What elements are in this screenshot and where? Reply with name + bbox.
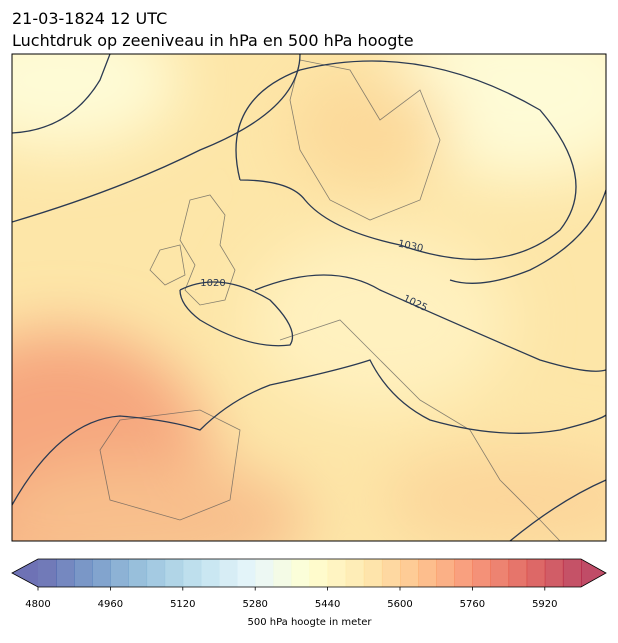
contour-label: 1030: [397, 239, 424, 255]
colorbar-bin: [255, 559, 274, 587]
colorbar-outline: [11, 558, 607, 588]
colorbar-bin: [490, 559, 510, 587]
colorbar-bin: [400, 559, 419, 587]
map: 1020 1025 1030: [12, 54, 606, 541]
colorbar-bin: [454, 559, 473, 587]
colorbar-extend-low: [12, 559, 38, 587]
colorbar-tick-label: 4960: [98, 599, 123, 610]
colorbar-bin: [508, 559, 528, 587]
colorbar-label: 500 hPa hoogte in meter: [247, 617, 372, 628]
colorbar-bin: [562, 559, 582, 587]
colorbar-bin: [544, 559, 564, 587]
colorbar-tick-label: 5440: [315, 599, 340, 610]
colorbar-tick-label: 5600: [387, 599, 412, 610]
colorbar-bin: [56, 559, 75, 587]
colorbar-bin: [291, 559, 310, 587]
colorbar-tick-label: 5760: [460, 599, 485, 610]
colorbar-bin: [273, 559, 292, 587]
colorbar-bin: [436, 559, 455, 587]
colorbar: 4800 4960 5120 5280 5440 5600 5760 5920 500 hPa …: [11, 558, 607, 628]
title: 21-03-1824 12 UTC: [12, 9, 167, 28]
colorbar-bin: [472, 559, 491, 587]
colorbar-bin: [128, 559, 148, 587]
colorbar-tick-label: 5120: [170, 599, 195, 610]
colorbar-bin: [327, 559, 347, 587]
colorbar-bin: [110, 559, 129, 587]
colorbar-bin: [345, 559, 365, 587]
colorbar-bin: [381, 559, 401, 587]
colorbar-bin: [363, 559, 383, 587]
colorbar-bin: [418, 559, 437, 587]
colorbar-bin: [146, 559, 166, 587]
colorbar-bin: [182, 559, 202, 587]
colorbar-bin: [237, 559, 256, 587]
subtitle: Luchtdruk op zeeniveau in hPa en 500 hPa…: [12, 31, 414, 50]
colorbar-bin: [92, 559, 111, 587]
colorbar-bin: [219, 559, 238, 587]
colorbar-bin: [309, 559, 329, 587]
colorbar-bin: [74, 559, 93, 587]
colorbar-tick-label: 4800: [25, 599, 50, 610]
colorbar-tick-label: 5920: [532, 599, 557, 610]
colorbar-bin: [200, 559, 220, 587]
colorbar-tick-label: 5280: [242, 599, 267, 610]
colorbar-bin: [38, 559, 57, 587]
map-frame: [11, 53, 607, 542]
colorbar-extend-high: [581, 559, 606, 587]
colorbar-bin: [164, 559, 184, 587]
contour-label: 1020: [200, 278, 225, 289]
colorbar-bin: [526, 559, 546, 587]
